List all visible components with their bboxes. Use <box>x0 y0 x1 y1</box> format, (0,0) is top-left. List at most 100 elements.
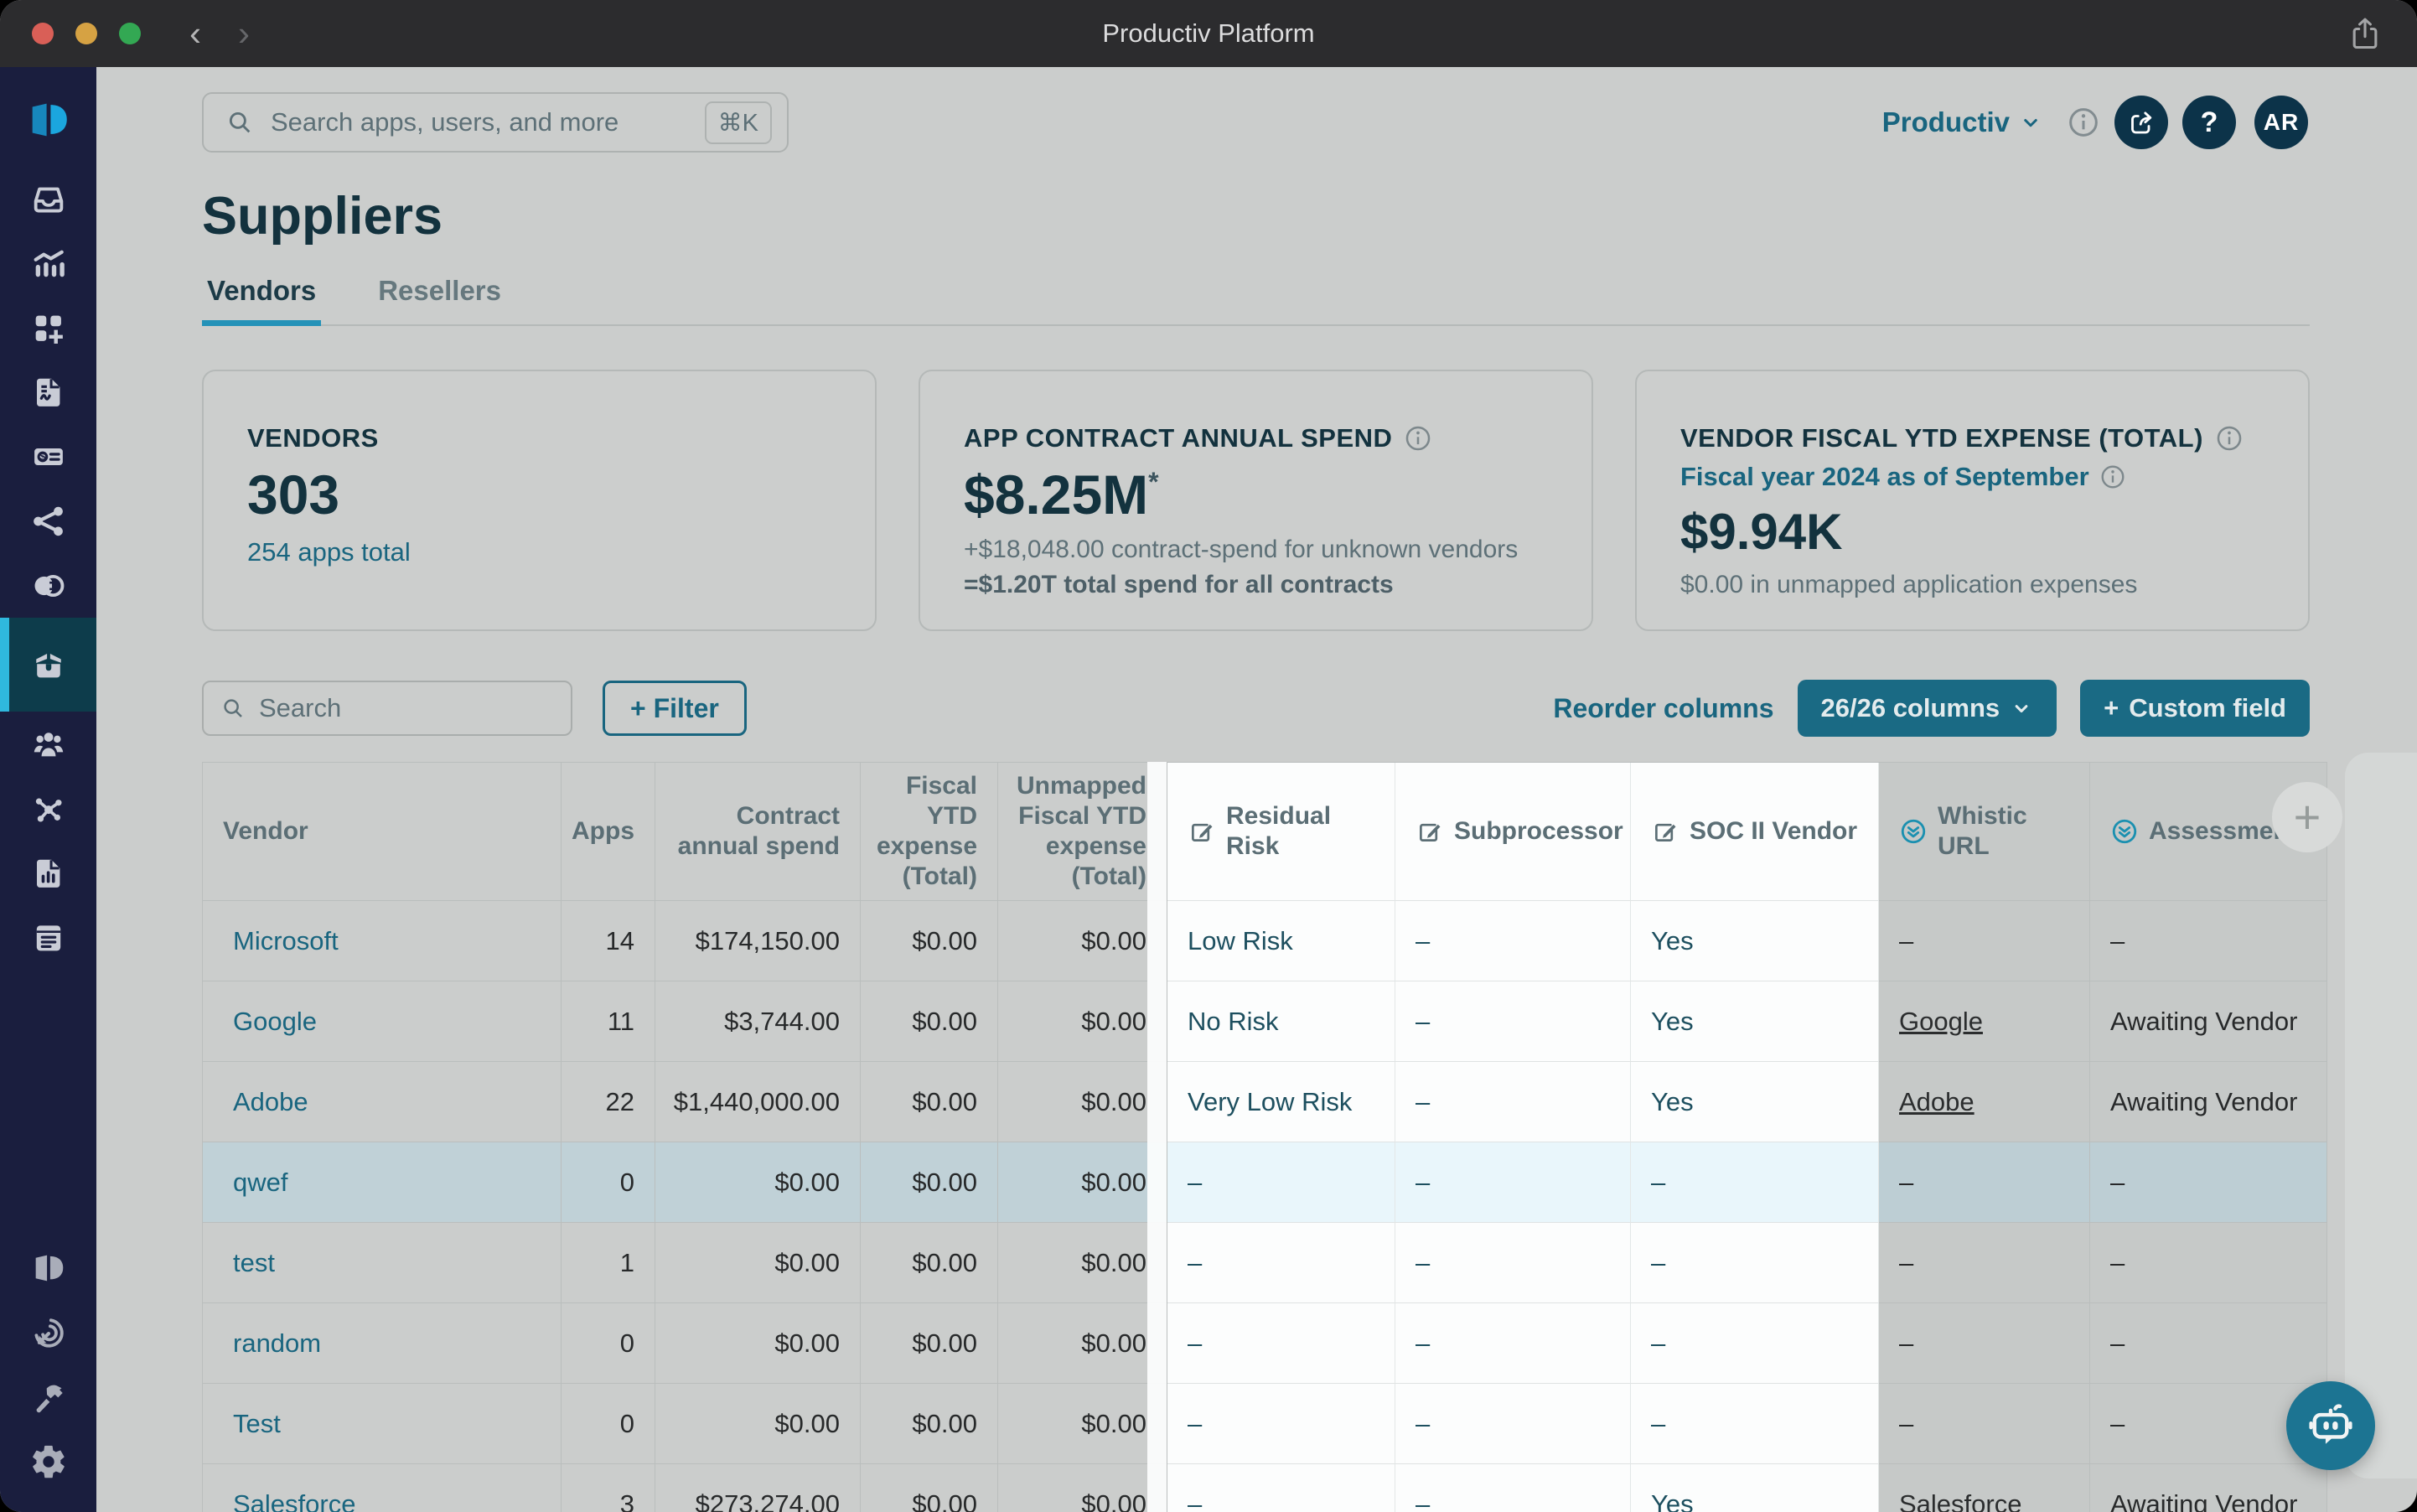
sidebar-item-engagement-target[interactable] <box>0 1300 96 1364</box>
vendors-card: VENDORS 303 254 apps total <box>202 370 877 631</box>
contract-spend-label: APP CONTRACT ANNUAL SPEND <box>964 423 1548 453</box>
fiscal-year-subtitle: Fiscal year 2024 as of September <box>1680 462 2264 492</box>
back-icon[interactable]: ‹ <box>189 13 201 53</box>
cell-apps: 1 <box>562 1223 655 1303</box>
assistant-fab[interactable] <box>2286 1381 2375 1470</box>
contract-spend-value: $8.25M* <box>964 463 1159 526</box>
cell-contract: $0.00 <box>655 1384 861 1464</box>
main-content: Search apps, users, and more ⌘K Producti… <box>96 67 2417 1512</box>
vendor-link[interactable]: test <box>203 1223 562 1303</box>
reorder-columns-link[interactable]: Reorder columns <box>1553 692 1774 723</box>
cell-apps: 14 <box>562 901 655 981</box>
column-header-soc2[interactable]: SOC II Vendor <box>1631 763 1879 901</box>
whistic-url-link[interactable]: Google <box>1899 1006 1983 1036</box>
close-window-button[interactable] <box>32 23 54 44</box>
sidebar-item-inbox[interactable] <box>0 166 96 230</box>
search-icon <box>224 699 242 717</box>
sidebar-item-package[interactable] <box>0 618 96 712</box>
sidebar-item-notes[interactable] <box>0 905 96 970</box>
vendor-link[interactable]: Google <box>203 981 562 1062</box>
robot-chat-icon <box>2309 1404 2352 1444</box>
sidebar-item-share-nodes[interactable] <box>0 489 96 553</box>
cell-fiscal: $0.00 <box>861 1062 998 1142</box>
add-column-button[interactable]: + <box>2272 782 2342 852</box>
sidebar-item-team[interactable] <box>0 712 96 776</box>
column-header-apps[interactable]: Apps <box>562 763 655 901</box>
whistic-url-link[interactable]: Adobe <box>1899 1086 1974 1116</box>
cell-subprocessor: – <box>1395 1303 1631 1384</box>
cell-soc2: – <box>1631 1303 1879 1384</box>
macos-share-icon[interactable] <box>2347 15 2383 52</box>
cell-fiscal: $0.00 <box>861 1464 998 1512</box>
column-header-contract[interactable]: Contract annual spend <box>655 763 861 901</box>
sidebar-item-productiv-mark[interactable] <box>0 1235 96 1300</box>
sidebar-item-apps-add[interactable] <box>0 295 96 360</box>
info-icon[interactable] <box>2067 106 2100 139</box>
sidebar-item-settings-gear[interactable] <box>0 1429 96 1494</box>
column-header-whistic[interactable]: Whistic URL <box>1879 763 2090 901</box>
column-header-fiscal[interactable]: Fiscal YTD expense (Total) <box>861 763 998 901</box>
info-icon[interactable] <box>2215 424 2244 453</box>
cell-unmapped: $0.00 <box>998 1464 1167 1512</box>
sidebar-item-invoice[interactable]: $ <box>0 424 96 489</box>
column-header-unmapped[interactable]: Unmapped Fiscal YTD expense (Total) <box>998 763 1167 901</box>
analytics-icon <box>29 244 68 282</box>
invoice-icon: $ <box>29 438 68 476</box>
cell-apps: 0 <box>562 1303 655 1384</box>
share-export-button[interactable] <box>2114 96 2168 149</box>
tab-vendors[interactable]: Vendors <box>202 275 322 326</box>
help-button[interactable]: ? <box>2182 96 2236 149</box>
forward-icon[interactable]: › <box>238 13 250 53</box>
columns-dropdown[interactable]: 26/26 columns <box>1797 680 2057 737</box>
sidebar-item-hammer[interactable] <box>0 1364 96 1429</box>
tab-resellers[interactable]: Resellers <box>378 275 501 306</box>
cell-residual: – <box>1167 1223 1395 1303</box>
vendor-link[interactable]: Adobe <box>203 1062 562 1142</box>
org-switcher[interactable]: Productiv <box>1882 106 2043 138</box>
cell-unmapped: $0.00 <box>998 901 1167 981</box>
svg-text:$: $ <box>39 451 45 463</box>
vendor-link[interactable]: Salesforce <box>203 1464 562 1512</box>
cell-fiscal: $0.00 <box>861 1142 998 1223</box>
cell-residual: – <box>1167 1303 1395 1384</box>
vendor-link[interactable]: qwef <box>203 1142 562 1223</box>
column-header-vendor[interactable]: Vendor <box>203 763 562 901</box>
vendor-link[interactable]: random <box>203 1303 562 1384</box>
apps-total-link[interactable]: 254 apps total <box>247 537 411 567</box>
ytd-expense-card: VENDOR FISCAL YTD EXPENSE (TOTAL) Fiscal… <box>1635 370 2310 631</box>
whistic-url-link[interactable]: Salesforce <box>1899 1489 2022 1512</box>
global-search-input[interactable]: Search apps, users, and more ⌘K <box>202 92 789 153</box>
info-icon[interactable] <box>1404 424 1432 453</box>
page-title: Suppliers <box>202 187 443 246</box>
cell-whistic[interactable]: Google <box>1879 981 2090 1062</box>
sidebar-item-doc-chart[interactable] <box>0 841 96 905</box>
column-header-residual[interactable]: Residual Risk <box>1167 763 1395 901</box>
productiv-logo-icon[interactable] <box>24 96 73 144</box>
settings-gear-icon <box>29 1442 68 1481</box>
cell-apps: 0 <box>562 1384 655 1464</box>
minimize-window-button[interactable] <box>75 23 97 44</box>
vendor-link[interactable]: Test <box>203 1384 562 1464</box>
filter-button[interactable]: + Filter <box>603 681 747 736</box>
cell-subprocessor: – <box>1395 1142 1631 1223</box>
cell-assessment: – <box>2090 1303 2327 1384</box>
cell-unmapped: $0.00 <box>998 981 1167 1062</box>
info-icon[interactable] <box>2099 463 2126 490</box>
cell-whistic[interactable]: Adobe <box>1879 1062 2090 1142</box>
cell-assessment: Awaiting Vendor <box>2090 1062 2327 1142</box>
zoom-window-button[interactable] <box>119 23 141 44</box>
vendor-link[interactable]: Microsoft <box>203 901 562 981</box>
cell-whistic[interactable]: Salesforce <box>1879 1464 2090 1512</box>
notes-icon <box>29 919 68 957</box>
avatar[interactable]: AR <box>2254 96 2308 149</box>
cell-fiscal: $0.00 <box>861 1303 998 1384</box>
column-header-subprocessor[interactable]: Subprocessor <box>1395 763 1631 901</box>
sidebar-item-integrations[interactable] <box>0 776 96 841</box>
sidebar-item-analytics[interactable] <box>0 230 96 295</box>
sidebar-item-report-doc[interactable] <box>0 360 96 424</box>
sidebar-item-compare-circles[interactable] <box>0 553 96 618</box>
custom-field-button[interactable]: + Custom field <box>2080 680 2310 737</box>
table-search-input[interactable]: Search <box>202 681 572 736</box>
table-search-placeholder: Search <box>259 693 342 722</box>
cell-whistic: – <box>1879 1384 2090 1464</box>
